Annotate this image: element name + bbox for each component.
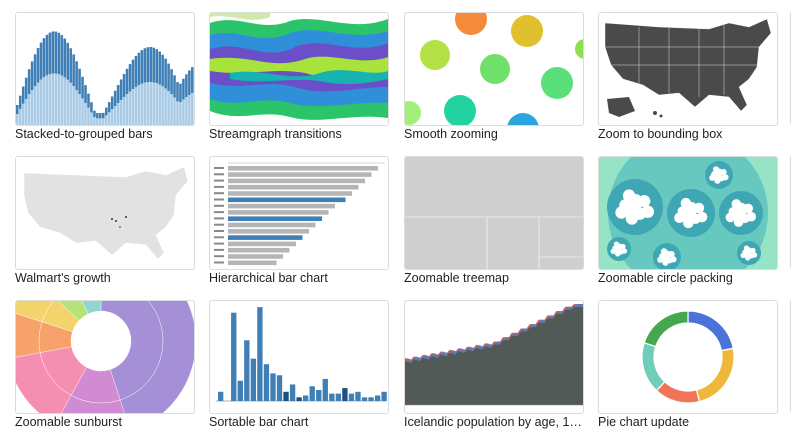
donut-graphic (641, 310, 735, 404)
stacked-bars-graphic (16, 31, 194, 125)
thumbnail-sunburst[interactable] (15, 300, 195, 414)
card-zoomable-sunburst[interactable]: Zoomable sunburst (15, 300, 195, 429)
population-graphic (405, 304, 583, 406)
card-stacked-to-grouped-bars[interactable]: Stacked-to-grouped bars (15, 12, 195, 141)
hierarchical-bars-graphic (214, 162, 385, 266)
card-walmarts-growth[interactable]: Walmart's growth (15, 156, 195, 285)
zooming-circles-graphic (405, 13, 583, 125)
thumbnail-sortable-bars[interactable] (209, 300, 389, 414)
card-smooth-zooming[interactable]: Smooth zooming (404, 12, 584, 141)
thumbnail-hierarchical-bars[interactable] (209, 156, 389, 270)
thumbnail-zoom-bounding-box[interactable] (598, 12, 778, 126)
treemap-graphic (405, 157, 583, 269)
card-title[interactable]: Stacked-to-grouped bars (15, 127, 153, 141)
card-title[interactable]: Smooth zooming (404, 127, 498, 141)
next-card-edge (790, 12, 794, 124)
streamgraph-graphic (210, 13, 388, 120)
next-card-edge (790, 300, 794, 412)
sunburst-graphic (16, 301, 194, 413)
card-title[interactable]: Zoom to bounding box (598, 127, 723, 141)
card-title[interactable]: Zoomable treemap (404, 271, 509, 285)
card-title[interactable]: Icelandic population by age, 1841–2019 (404, 415, 586, 429)
card-hierarchical-bar-chart[interactable]: Hierarchical bar chart (209, 156, 389, 285)
thumbnail-walmart[interactable] (15, 156, 195, 270)
thumbnail-smooth-zooming[interactable] (404, 12, 584, 126)
card-zoomable-treemap[interactable]: Zoomable treemap (404, 156, 584, 285)
card-pie-chart-update[interactable]: Pie chart update (598, 300, 778, 429)
card-title[interactable]: Sortable bar chart (209, 415, 309, 429)
us-map-dark-graphic (604, 18, 772, 118)
thumbnail-streamgraph[interactable] (209, 12, 389, 126)
card-title[interactable]: Streamgraph transitions (209, 127, 342, 141)
card-title[interactable]: Walmart's growth (15, 271, 111, 285)
thumbnail-icelandic-population[interactable] (404, 300, 584, 414)
thumbnail-stacked-to-grouped-bars[interactable] (15, 12, 195, 126)
card-zoom-to-bounding-box[interactable]: Zoom to bounding box (598, 12, 778, 141)
us-map-light-graphic (23, 166, 189, 260)
card-title[interactable]: Zoomable sunburst (15, 415, 123, 429)
next-card-edge (790, 156, 794, 268)
card-icelandic-population[interactable]: Icelandic population by age, 1841–2019 (404, 300, 586, 429)
thumbnail-circle-packing[interactable] (598, 156, 778, 270)
thumbnail-pie-chart[interactable] (598, 300, 778, 414)
card-sortable-bar-chart[interactable]: Sortable bar chart (209, 300, 389, 429)
circle-packing-graphic (599, 157, 777, 269)
card-zoomable-circle-packing[interactable]: Zoomable circle packing (598, 156, 778, 285)
thumbnail-treemap[interactable] (404, 156, 584, 270)
card-title[interactable]: Zoomable circle packing (598, 271, 733, 285)
card-title[interactable]: Hierarchical bar chart (209, 271, 328, 285)
card-title[interactable]: Pie chart update (598, 415, 690, 429)
card-streamgraph-transitions[interactable]: Streamgraph transitions (209, 12, 389, 141)
sortable-bars-graphic (216, 307, 387, 402)
